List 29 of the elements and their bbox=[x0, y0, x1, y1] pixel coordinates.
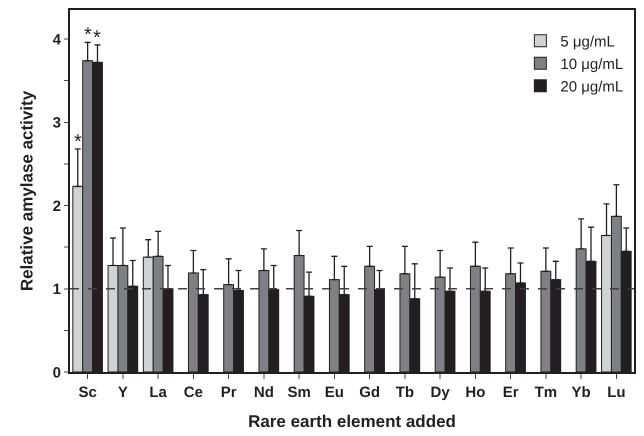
x-tick-label: Tm bbox=[534, 384, 558, 401]
y-tick-label: 3 bbox=[52, 114, 61, 132]
x-tick-label: Lu bbox=[607, 384, 626, 401]
x-tick-label: Y bbox=[118, 384, 128, 401]
y-tick-label: 0 bbox=[52, 364, 61, 382]
x-tick-label: Nd bbox=[254, 384, 274, 401]
y-tick-label: 2 bbox=[52, 198, 61, 215]
legend-label: 20 μg/mL bbox=[560, 78, 624, 96]
y-tick-label: 4 bbox=[52, 31, 62, 48]
x-tick-label: Er bbox=[502, 384, 519, 401]
x-tick-label: Yb bbox=[572, 384, 591, 401]
x-axis-title: Rare earth element added bbox=[248, 412, 456, 431]
x-tick-label: Sc bbox=[78, 384, 97, 401]
x-tick-label: Ce bbox=[184, 384, 203, 401]
x-tick-label: Eu bbox=[324, 384, 344, 401]
y-axis-title: Relative amylase activity bbox=[18, 90, 37, 292]
annotation: * bbox=[74, 131, 82, 153]
x-tick-label: Ho bbox=[465, 384, 486, 401]
legend-label: 10 μg/mL bbox=[560, 56, 624, 74]
x-tick-label: La bbox=[149, 384, 168, 401]
x-tick-label: Tb bbox=[396, 384, 414, 401]
legend-label: 5 μg/mL bbox=[560, 34, 615, 51]
y-tick-label: 1 bbox=[52, 281, 61, 298]
annotation: * bbox=[93, 27, 101, 49]
x-tick-label: Pr bbox=[220, 384, 237, 401]
x-tick-label: Dy bbox=[430, 384, 450, 401]
annotation: * bbox=[84, 24, 92, 46]
x-tick-label: Gd bbox=[359, 384, 380, 401]
x-tick-label: Sm bbox=[287, 384, 311, 401]
